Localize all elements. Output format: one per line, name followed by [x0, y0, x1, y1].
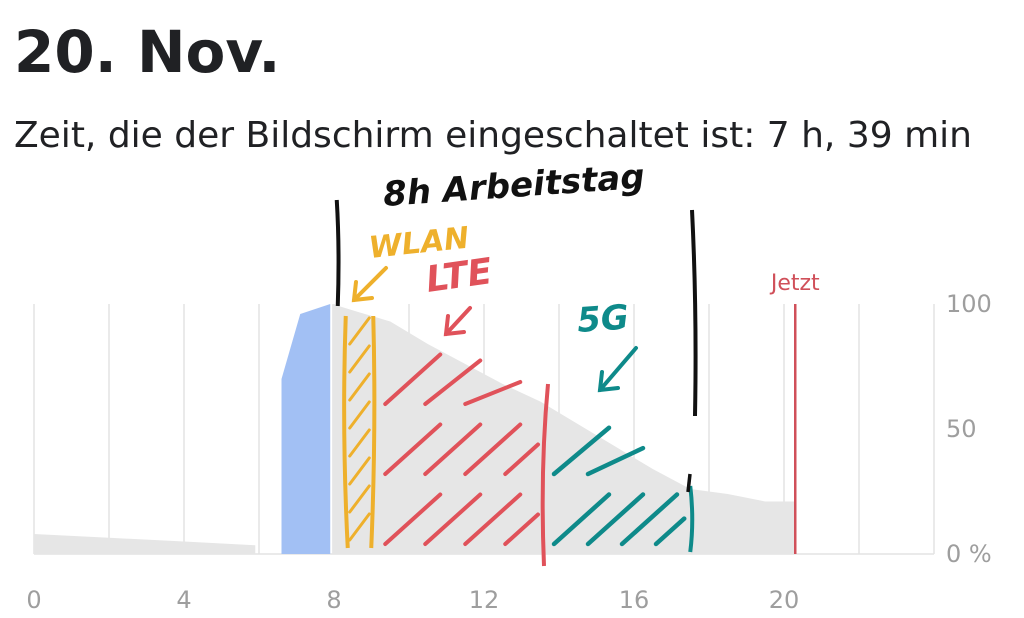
- lte-hatch: [503, 512, 540, 546]
- x-tick-label: 12: [469, 586, 500, 614]
- chart-areas: Jetzt: [34, 271, 820, 554]
- five-g-end-line: [688, 485, 695, 553]
- lte-label: LTE: [424, 251, 496, 301]
- lte-hatch: [423, 358, 483, 406]
- five-g-hatch: [619, 492, 680, 547]
- lte-hatch: [423, 422, 483, 476]
- five-g-hatch: [551, 492, 612, 547]
- wlan-boundary-line: [369, 315, 377, 549]
- wlan-boundary-line: [342, 315, 350, 549]
- lte-arrow-head: [443, 314, 466, 337]
- lte-hatch: [463, 380, 523, 406]
- x-tick-label: 20: [769, 586, 800, 614]
- screen-time-text: Zeit, die der Bildschirm eingeschaltet i…: [14, 115, 972, 156]
- lte-hatch: [383, 352, 443, 406]
- five-g-hatch: [653, 516, 687, 547]
- wlan-hatch: [348, 344, 371, 374]
- five-g-hatch: [585, 492, 646, 547]
- y-tick-label: 50: [946, 415, 977, 443]
- x-tick-label: 8: [326, 586, 341, 614]
- five-g-hatch: [585, 445, 646, 477]
- battery-level-area: [34, 534, 256, 554]
- five-g-arrow: [597, 346, 638, 393]
- x-tick-label: 0: [26, 586, 41, 614]
- x-tick-label: 4: [176, 586, 191, 614]
- wlan-hatch: [348, 512, 371, 542]
- lte-5g-divider: [540, 383, 550, 567]
- y-tick-label: 0 %: [946, 540, 992, 568]
- x-tick-label: 16: [619, 586, 650, 614]
- charging-area: [281, 304, 331, 554]
- battery-level-area: [332, 304, 796, 554]
- wlan-hatch: [348, 316, 371, 346]
- wlan-arrow-shaft: [352, 266, 388, 302]
- five-g-arrow-shaft: [598, 346, 638, 392]
- lte-hatch: [503, 442, 540, 476]
- workday-end-line: [690, 209, 698, 417]
- lte-hatch: [383, 422, 443, 476]
- lte-hatch: [463, 492, 523, 546]
- five-g-arrow-head: [597, 370, 620, 393]
- chart-ticks: 0 4 8 12 16 20 100 50 0 %: [26, 290, 991, 614]
- lte-arrow-shaft: [444, 306, 472, 336]
- wlan-hatch: [348, 372, 371, 402]
- wlan-hatch: [348, 456, 371, 486]
- workday-tick: [686, 473, 692, 493]
- lte-arrow: [443, 306, 472, 337]
- wlan-arrow: [351, 266, 388, 303]
- workday-label: 8h Arbeitstag: [382, 157, 646, 215]
- y-tick-label: 100: [946, 290, 992, 318]
- wlan-hatch: [348, 484, 371, 514]
- five-g-label: 5G: [576, 297, 630, 341]
- wlan-hatch: [348, 428, 371, 458]
- date-title: 20. Nov.: [14, 18, 281, 86]
- now-label: Jetzt: [769, 271, 820, 296]
- lte-hatch: [423, 492, 483, 546]
- workday-start-line: [334, 199, 341, 307]
- lte-hatch: [463, 422, 523, 476]
- five-g-hatch: [551, 425, 612, 477]
- wlan-arrow-head: [351, 280, 374, 303]
- wlan-hatch: [348, 400, 371, 430]
- lte-hatch: [383, 492, 443, 546]
